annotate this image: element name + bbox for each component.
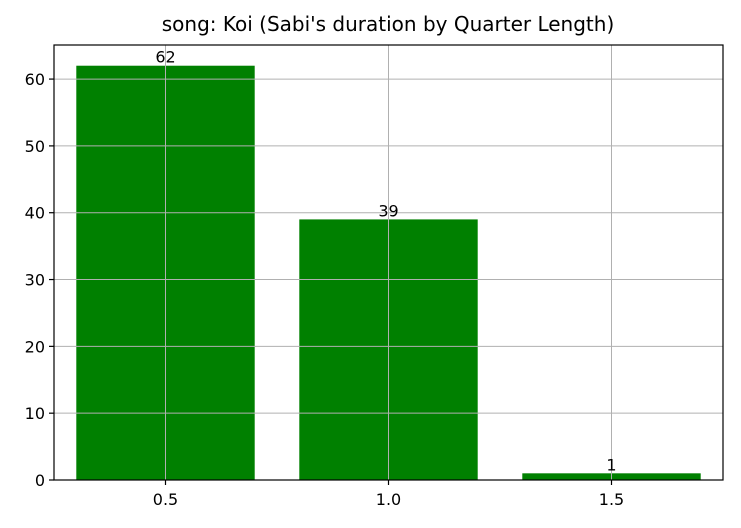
data-label: 39 — [378, 201, 398, 220]
y-tick-label: 50 — [25, 137, 45, 156]
x-tick-label: 1.5 — [599, 490, 624, 509]
data-label: 1 — [606, 455, 616, 474]
data-label: 62 — [155, 48, 175, 67]
chart-title: song: Koi (Sabi's duration by Quarter Le… — [162, 12, 615, 36]
grid — [54, 45, 723, 481]
y-tick-label: 20 — [25, 337, 45, 356]
x-tick-label: 0.5 — [153, 490, 178, 509]
y-tick-label: 0 — [35, 471, 45, 490]
x-tick-label: 1.0 — [376, 490, 401, 509]
axes: 0 10 20 30 40 50 60 0.5 1.0 1.5 — [25, 44, 724, 509]
y-tick-label: 10 — [25, 404, 45, 423]
y-tick-label: 40 — [25, 204, 45, 223]
y-tick-label: 30 — [25, 271, 45, 290]
y-tick-label: 60 — [25, 70, 45, 89]
data-labels: 62 39 1 — [155, 48, 616, 475]
